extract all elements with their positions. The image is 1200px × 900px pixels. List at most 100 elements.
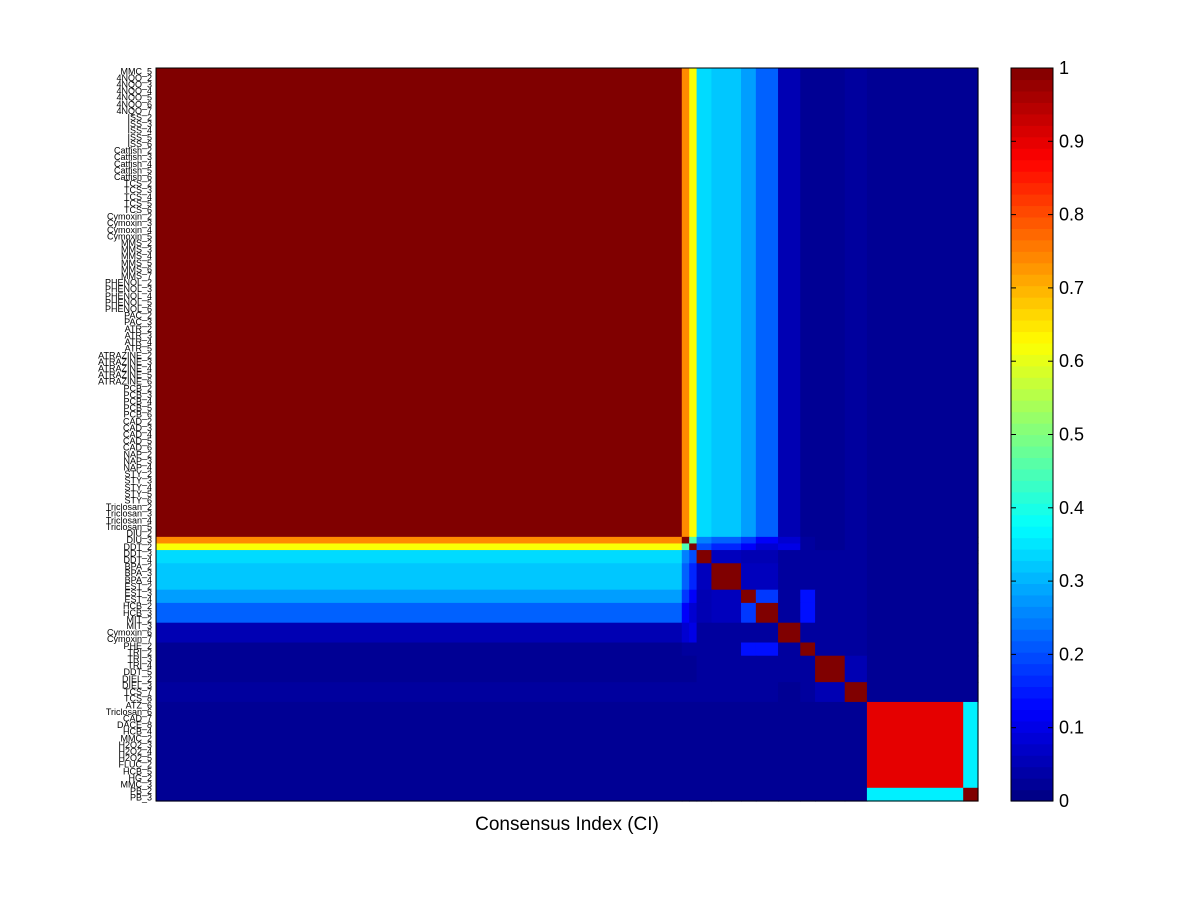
heatmap-block-G-A <box>156 602 683 624</box>
row-label: TRI_3 <box>127 654 152 664</box>
row-label: DDT_4 <box>123 555 152 565</box>
row-label: PCB_3 <box>123 390 152 400</box>
heatmap-block-I-G <box>755 642 779 657</box>
heatmap-block-L-G <box>755 701 779 789</box>
row-label: PCB_6 <box>123 410 152 420</box>
heatmap-block-C-K <box>844 543 868 551</box>
heatmap-block-E-E <box>711 563 742 591</box>
row-label: DDT_3 <box>123 548 152 558</box>
colorbar-step <box>1011 159 1053 172</box>
row-label: ATRAZINE_3 <box>98 357 152 367</box>
heatmap-block-H-B <box>681 622 690 644</box>
heatmap-block-D-B <box>681 550 690 564</box>
heatmap-block-K-K <box>844 682 868 703</box>
heatmap-block-F-E <box>711 589 742 604</box>
colorbar-step <box>1011 549 1053 562</box>
colorbar-step <box>1011 526 1053 539</box>
heatmap-block-D-K <box>844 550 868 564</box>
colorbar-step <box>1011 216 1053 229</box>
heatmap-block-A-G <box>755 68 779 538</box>
colorbar-step <box>1011 629 1053 642</box>
heatmap-block-I-H <box>778 642 801 657</box>
row-label: DIU_2 <box>126 529 152 539</box>
row-label: STY_2 <box>124 469 152 479</box>
heatmap-block-C-C <box>689 543 698 551</box>
heatmap-block-D-F <box>741 550 757 564</box>
colorbar-tick-label: 0.7 <box>1059 278 1084 298</box>
row-label: ATRAZINE_5 <box>98 370 152 380</box>
heatmap-block-F-B <box>681 589 690 604</box>
colorbar-step <box>1011 445 1053 458</box>
colorbar-step <box>1011 583 1053 596</box>
row-label: MIT_2 <box>126 614 152 624</box>
row-label: STY_4 <box>124 482 152 492</box>
row-label: FLUC_2 <box>118 760 152 770</box>
colorbar-step <box>1011 262 1053 275</box>
row-label: HCB_5 <box>123 766 152 776</box>
heatmap-block-B-E <box>711 536 742 545</box>
heatmap-block-G-I <box>800 602 816 624</box>
colorbar-step <box>1011 423 1053 436</box>
heatmap-block-E-M <box>963 563 979 591</box>
heatmap-block-K-M <box>963 682 979 703</box>
colorbar-step <box>1011 388 1053 401</box>
colorbar-step <box>1011 617 1053 630</box>
heatmap-block-B-M <box>963 536 979 545</box>
heatmap-cells <box>156 68 979 802</box>
row-label: H2O2_5 <box>118 753 152 763</box>
colorbar-step <box>1011 457 1053 470</box>
heatmap-block-A-M <box>963 68 979 538</box>
heatmap-block-A-F <box>741 68 757 538</box>
heatmap-block-C-A <box>156 543 683 551</box>
heatmap-block-C-H <box>778 543 801 551</box>
row-label: PHENOL_6 <box>105 304 152 314</box>
heatmap-block-M-D <box>696 787 712 802</box>
heatmap-block-G-G <box>755 602 779 624</box>
heatmap-block-H-M <box>963 622 979 644</box>
colorbar-tick-label: 0.8 <box>1059 205 1084 225</box>
heatmap-block-H-E <box>711 622 742 644</box>
heatmap-block-A-K <box>844 68 868 538</box>
row-label: MMC_5 <box>120 66 152 76</box>
row-label: PHENOL_4 <box>105 291 152 301</box>
heatmap-block-D-H <box>778 550 801 564</box>
heatmap-block-F-H <box>778 589 801 604</box>
heatmap-block-F-L <box>866 589 964 604</box>
heatmap-block-E-F <box>741 563 757 591</box>
heatmap-block-M-G <box>755 787 779 802</box>
heatmap-block-H-G <box>755 622 779 644</box>
colorbar-step <box>1011 663 1053 676</box>
heatmap-block-L-J <box>815 701 846 789</box>
row-label: 4NQO_4 <box>116 86 152 96</box>
heatmap-block-K-L <box>866 682 964 703</box>
row-label: Triclosan_4 <box>106 515 152 525</box>
colorbar-step <box>1011 491 1053 504</box>
colorbar-step <box>1011 331 1053 344</box>
row-label: MIT_3 <box>126 621 152 631</box>
colorbar-step <box>1011 732 1053 745</box>
colorbar-step <box>1011 560 1053 573</box>
heatmap-block-G-H <box>778 602 801 624</box>
heatmap-axes-box <box>155 67 979 802</box>
heatmap-block-I-F <box>741 642 757 657</box>
row-label: Triclosan_3 <box>106 509 152 519</box>
row-label: PCB_5 <box>123 403 152 413</box>
row-label: PB_2 <box>130 786 152 796</box>
row-labels: MMC_54NQO_24NQO_34NQO_44NQO_54NQO_64NQO_… <box>98 66 152 802</box>
row-label: DDT_2 <box>123 542 152 552</box>
heatmap-block-J-E <box>711 655 742 683</box>
x-axis-label: Consensus Index (CI) <box>475 814 659 835</box>
row-label: ISS_4 <box>127 126 152 136</box>
heatmap-block-B-L <box>866 536 964 545</box>
heatmap-block-G-B <box>681 602 690 624</box>
heatmap-block-G-F <box>741 602 757 624</box>
row-label: CAD_4 <box>123 430 152 440</box>
row-label: ISS_6 <box>127 139 152 149</box>
heatmap-block-I-B <box>681 642 690 657</box>
row-label: ATR_5 <box>125 344 152 354</box>
row-label: MMS_2 <box>121 238 152 248</box>
heatmap-block-B-C <box>689 536 698 545</box>
heatmap-block-A-B <box>681 68 690 538</box>
colorbar-tick-label: 0.1 <box>1059 718 1084 738</box>
heatmap-block-J-I <box>800 655 816 683</box>
